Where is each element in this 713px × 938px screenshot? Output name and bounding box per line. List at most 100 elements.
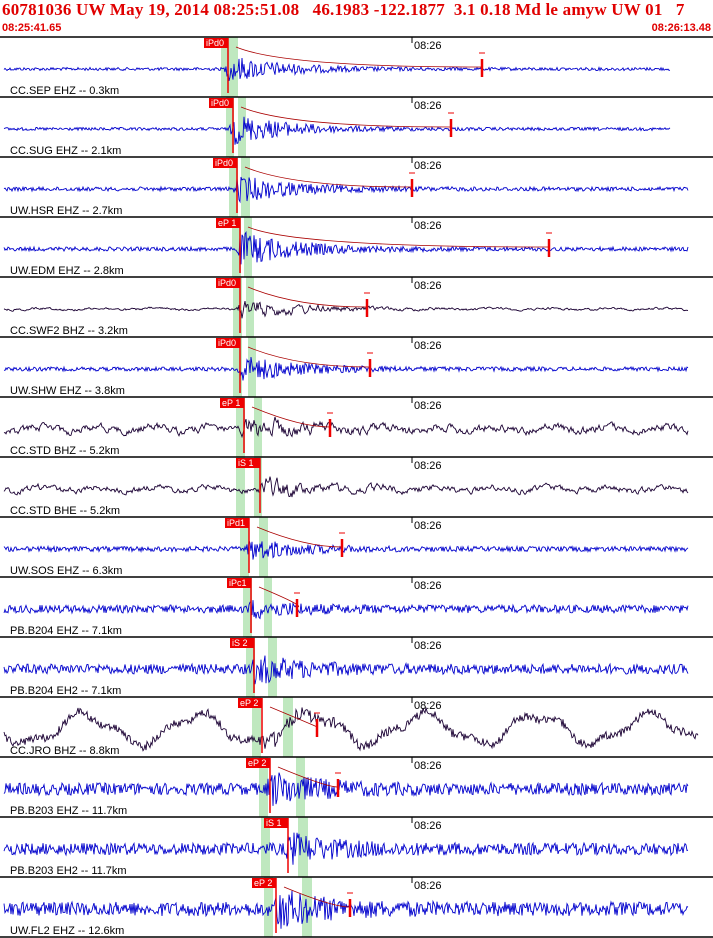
phase-pick-label: iPd0 [218,278,236,288]
station-label: CC.SWF2 BHZ -- 3.2km [10,325,128,337]
waveform-trace [3,116,671,145]
waveform-trace [3,231,689,265]
phase-pick-label: iS 1 [238,458,254,468]
s-phase-band [246,277,254,337]
phase-pick-box [246,758,270,768]
phase-pick-box [264,818,288,828]
phase-pick-box [230,638,254,648]
station-label: PB.B204 EHZ -- 7.1km [10,625,122,637]
phase-pick-label: iPc1 [229,578,247,588]
coda-envelope [247,346,371,368]
phase-pick-box [216,218,240,228]
p-phase-band [232,217,241,277]
waveform-trace [3,832,689,865]
minute-tick-label: 08:26 [414,520,442,532]
start-time: 08:25:41.65 [2,22,62,34]
station-label: UW.EDM EHZ -- 2.8km [10,265,124,277]
coda-envelope [247,226,550,248]
station-label: PB.B203 EHZ -- 11.7km [10,805,127,817]
phase-pick-label: eP 1 [222,398,240,408]
station-label: CC.JRO BHZ -- 8.8km [10,745,119,757]
waveform-trace [3,890,689,929]
minute-tick-label: 08:26 [414,40,442,52]
coda-envelope [244,166,413,188]
station-label: UW.HSR EHZ -- 2.7km [10,205,122,217]
event-header: 60781036 UW May 19, 2014 08:25:51.08 46.… [2,0,685,19]
p-phase-band [246,637,255,697]
station-label: CC.STD BHZ -- 5.2km [10,445,119,457]
p-phase-band [243,577,252,637]
station-label: CC.STD BHE -- 5.2km [10,505,120,517]
station-label: UW.SOS EHZ -- 6.3km [10,565,122,577]
waveform-trace [3,356,689,381]
coda-envelope [240,106,452,128]
station-label: CC.SEP EHZ -- 0.3km [10,85,119,97]
waveform-trace [3,540,689,560]
waveform-trace [3,176,689,204]
s-phase-band [244,217,252,277]
minute-tick-label: 08:26 [414,220,442,232]
p-phase-band [236,457,245,517]
phase-pick-label: eP 2 [240,698,258,708]
s-phase-band [238,97,246,157]
phase-pick-box [252,878,276,888]
phase-pick-box [238,698,262,708]
minute-tick-label: 08:26 [414,100,442,112]
waveform-trace [3,655,689,685]
waveform-trace [3,772,689,806]
s-phase-band [254,397,262,457]
phase-pick-label: eP 2 [254,878,272,888]
minute-tick-label: 08:26 [414,700,442,712]
station-label: UW.FL2 EHZ -- 12.6km [10,925,124,937]
waveform-trace [3,57,671,82]
phase-pick-box [216,278,240,288]
minute-tick-label: 08:26 [414,340,442,352]
station-label: CC.SUG EHZ -- 2.1km [10,145,121,157]
s-phase-band [302,877,312,937]
coda-envelope [235,46,483,68]
p-phase-band [233,337,242,397]
waveform-trace [3,600,689,620]
phase-pick-box [236,458,260,468]
minute-tick-label: 08:26 [414,760,442,772]
waveform-trace [3,301,689,319]
minute-tick-label: 08:26 [414,820,442,832]
minute-tick-label: 08:26 [414,580,442,592]
phase-pick-box [227,578,251,588]
s-phase-band [241,157,250,217]
coda-envelope [256,526,343,548]
station-label: PB.B203 EH2 -- 11.7km [10,865,127,877]
p-phase-band [233,277,242,337]
minute-tick-label: 08:26 [414,400,442,412]
phase-pick-label: eP 1 [218,218,236,228]
phase-pick-box [216,338,240,348]
phase-pick-box [209,98,233,108]
station-label: PB.B204 EH2 -- 7.1km [10,685,121,697]
phase-pick-label: iPd0 [215,158,233,168]
phase-pick-label: eP 2 [248,758,266,768]
waveform-trace [3,707,699,752]
end-time: 08:26:13.48 [651,22,711,34]
coda-envelope [269,706,318,728]
phase-pick-label: iS 1 [266,818,282,828]
coda-envelope [247,286,368,308]
phase-pick-label: iPd0 [218,338,236,348]
phase-pick-label: iPd0 [211,98,229,108]
minute-tick-label: 08:26 [414,880,442,892]
coda-envelope [283,886,351,908]
s-phase-band [268,637,277,697]
minute-tick-label: 08:26 [414,640,442,652]
minute-tick-label: 08:26 [414,280,442,292]
minute-tick-label: 08:26 [414,160,442,172]
phase-pick-box [213,158,237,168]
phase-pick-label: iPd1 [227,518,245,528]
station-label: UW.SHW EHZ -- 3.8km [10,385,125,397]
waveform-trace [3,476,689,498]
p-phase-band [261,817,270,877]
phase-pick-box [225,518,249,528]
minute-tick-label: 08:26 [414,460,442,472]
s-phase-band [264,577,272,637]
phase-pick-box [220,398,244,408]
s-phase-band [283,697,293,757]
